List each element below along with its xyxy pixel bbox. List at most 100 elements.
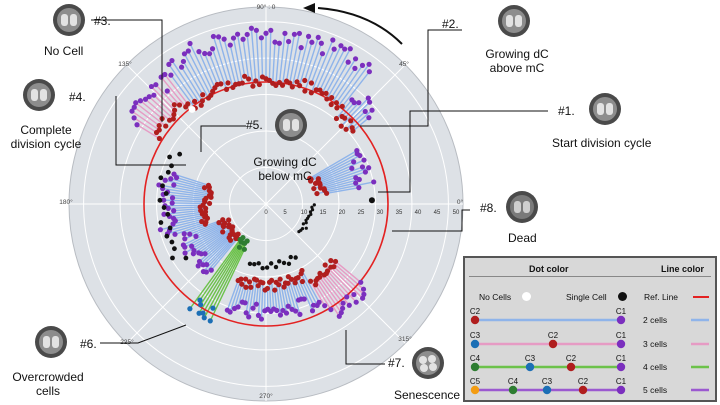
radial-tick-label: 20 bbox=[339, 210, 346, 216]
cell-dot-c1 bbox=[362, 169, 368, 175]
legend-row-dot bbox=[542, 385, 552, 395]
division-spoke-line bbox=[166, 90, 181, 106]
cell-dot-c1 bbox=[200, 310, 206, 316]
single-cell-dot bbox=[301, 222, 305, 226]
cell-dot-c2 bbox=[191, 98, 198, 104]
division-spoke-line bbox=[236, 34, 246, 77]
division-spoke-line bbox=[321, 48, 346, 94]
legend-line-color-title: Line color bbox=[661, 264, 705, 274]
dead-cell-image-icon bbox=[506, 191, 538, 223]
cell-dot-c2 bbox=[329, 94, 335, 101]
callout-line-3 bbox=[91, 19, 163, 122]
division-spoke-line bbox=[212, 240, 248, 309]
division-spoke-line bbox=[335, 99, 353, 119]
legend-no-cells-dot-icon bbox=[522, 292, 531, 301]
division-spoke-line bbox=[167, 191, 212, 199]
division-spoke-line bbox=[275, 282, 282, 316]
division-spoke-line bbox=[315, 280, 340, 317]
division-spoke-line bbox=[315, 48, 335, 91]
legend-row-dot bbox=[566, 362, 576, 372]
legend-row-dot bbox=[525, 362, 535, 372]
division-spoke-line bbox=[217, 36, 234, 88]
cell-dot-c1 bbox=[158, 74, 164, 80]
division-spoke-line bbox=[275, 43, 281, 86]
cell-dot-c1 bbox=[301, 296, 307, 302]
division-spoke-line bbox=[229, 278, 242, 313]
cell-dot-c2 bbox=[171, 102, 177, 108]
cell-dot-c1 bbox=[182, 244, 188, 250]
division-spoke-line bbox=[226, 280, 239, 311]
division-spoke-line bbox=[325, 48, 351, 94]
cell-dot-c2 bbox=[299, 267, 305, 274]
division-spoke-line bbox=[268, 30, 272, 81]
division-spoke-line bbox=[133, 106, 160, 127]
cell-dot-c1 bbox=[162, 71, 168, 78]
cell-dot-c2 bbox=[253, 277, 260, 283]
legend-cell-tag: C2 bbox=[578, 377, 589, 386]
cell-dot-c2 bbox=[166, 117, 173, 123]
division-spoke-line bbox=[189, 239, 241, 310]
cell-dot-c1 bbox=[361, 291, 367, 297]
cell-dot-c1 bbox=[131, 104, 137, 110]
cell-dot-c1 bbox=[153, 82, 159, 88]
cell-dot-c1 bbox=[354, 148, 360, 154]
legend-row-dot bbox=[578, 385, 588, 395]
axis-labels: 90° : 0 135° 45° 180° 0° 225° 315° 270° 0 5 10 15 20… bbox=[59, 3, 463, 400]
division-spoke-line bbox=[333, 266, 365, 295]
cell-dot-c2 bbox=[200, 92, 206, 98]
cell-dot-c2 bbox=[264, 285, 271, 292]
cell-dot-c1 bbox=[196, 49, 202, 55]
cell-dot-c2 bbox=[199, 98, 205, 104]
cell-dot-c1 bbox=[315, 34, 321, 41]
division-spoke-line bbox=[199, 234, 231, 262]
legend-cell-tag: C4 bbox=[508, 377, 519, 386]
cell-dot-c2 bbox=[260, 280, 266, 286]
cell-dot-c2 bbox=[343, 126, 349, 132]
cell-dot-c1 bbox=[356, 100, 362, 106]
cell-dot-c1 bbox=[361, 157, 367, 163]
cell-dot-c1 bbox=[353, 299, 359, 305]
angle-label: 90° : 0 bbox=[257, 3, 276, 11]
division-spoke-line bbox=[148, 96, 174, 120]
cell-dot-c1 bbox=[318, 40, 324, 46]
cell-dot-c1 bbox=[240, 36, 246, 42]
division-spoke-line bbox=[255, 30, 261, 85]
grid-spoke bbox=[265, 203, 406, 344]
cell-dot-c1 bbox=[242, 300, 248, 306]
cell-dot-c1 bbox=[235, 304, 241, 310]
cell-dot-c1 bbox=[164, 88, 170, 94]
cell-dot-c1 bbox=[253, 301, 259, 307]
cell-dot-c1 bbox=[353, 175, 359, 181]
division-spoke-line bbox=[168, 64, 196, 102]
division-spoke-line bbox=[309, 280, 326, 307]
cell-dot-c2 bbox=[333, 100, 340, 106]
single-cell-dot bbox=[300, 227, 305, 231]
division-spoke-line bbox=[237, 278, 247, 308]
single-cell-dot bbox=[260, 265, 265, 271]
cell-dot-c1 bbox=[137, 98, 144, 104]
no-cell-dot bbox=[188, 106, 196, 113]
cell-dot-c2 bbox=[277, 276, 283, 282]
division-spoke-line bbox=[310, 53, 324, 84]
cell-dot-c1 bbox=[133, 100, 139, 106]
single-cell-dot bbox=[288, 254, 293, 260]
cell-dot-c1 bbox=[169, 200, 175, 206]
cell-dot-c1 bbox=[202, 251, 208, 257]
cell-dot-c2 bbox=[332, 258, 339, 265]
division-spoke-line bbox=[163, 193, 207, 200]
cell-dot-c2 bbox=[333, 115, 340, 122]
single-cell-dot bbox=[304, 221, 308, 225]
cell-dot-c2 bbox=[323, 90, 329, 96]
cell-dot-c1 bbox=[209, 46, 216, 52]
division-spoke-line bbox=[167, 221, 207, 235]
legend-cell-tag: C3 bbox=[470, 331, 481, 340]
division-spoke-line bbox=[326, 186, 359, 195]
cell-dot-c2 bbox=[256, 81, 262, 88]
legend-cell-tag: C3 bbox=[542, 377, 553, 386]
cell-dot-c1 bbox=[227, 42, 233, 48]
callout-label-5: Growing dC below mC bbox=[253, 155, 317, 183]
division-spoke-line bbox=[287, 283, 297, 312]
cell-dots bbox=[129, 25, 377, 324]
cell-dot-c1 bbox=[168, 72, 174, 78]
division-spoke-line bbox=[200, 241, 242, 306]
